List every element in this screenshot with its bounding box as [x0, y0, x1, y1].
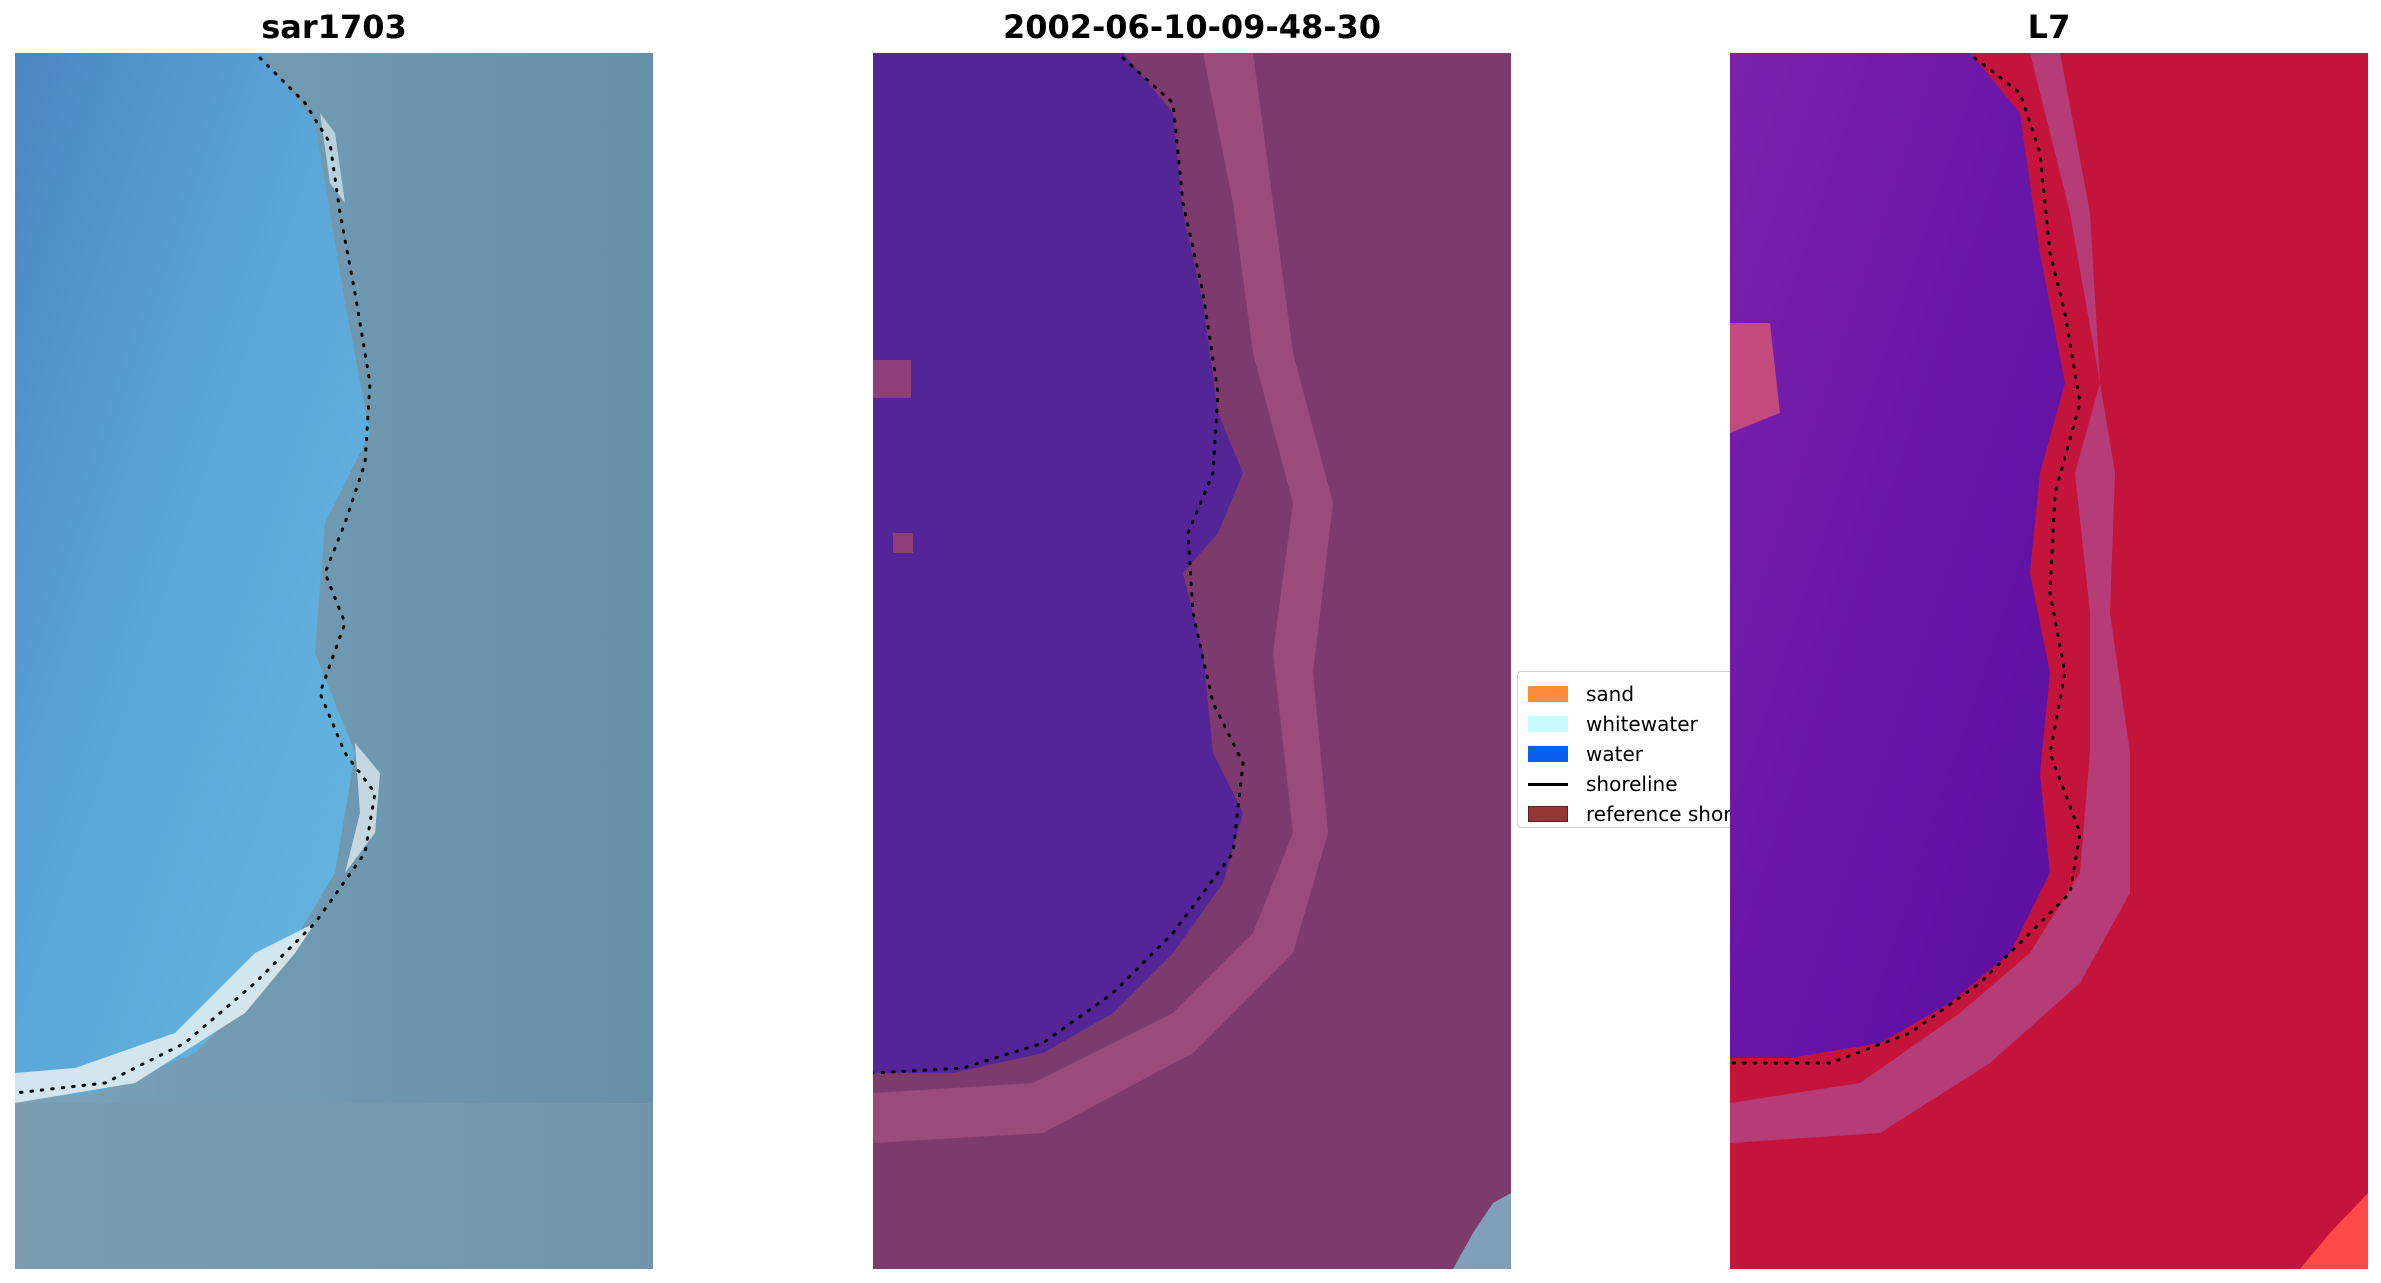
rgb-image-panel	[15, 53, 653, 1269]
mndwi-image-panel	[1730, 53, 2368, 1269]
legend-label-sand: sand	[1586, 682, 1635, 706]
reference-shoreline-swatch	[1528, 806, 1568, 822]
legend-item-shoreline: shoreline	[1528, 770, 1678, 798]
shoreline-swatch	[1528, 782, 1568, 786]
land-speck	[1730, 323, 1780, 433]
water-class	[873, 53, 1243, 1073]
legend-item-water: water	[1528, 740, 1643, 768]
legend-label-shoreline: shoreline	[1586, 772, 1678, 796]
classified-image-panel	[873, 53, 1511, 1269]
shoreline-dots	[873, 56, 1245, 1075]
panel-title-mndwi: L7	[2027, 8, 2071, 46]
water-index	[1730, 53, 2065, 1058]
legend-label-water: water	[1586, 742, 1643, 766]
sand-swatch	[1528, 686, 1568, 702]
legend-label-whitewater: whitewater	[1586, 712, 1698, 736]
legend-item-sand: sand	[1528, 680, 1634, 708]
panel-title-rgb: sar1703	[261, 8, 407, 46]
water-swatch	[1528, 746, 1568, 762]
surf-streak	[345, 743, 380, 873]
nearshore-shade	[15, 1103, 653, 1269]
bottom-right-patch	[2300, 1193, 2368, 1269]
surf-zone	[15, 923, 315, 1103]
panel-title-classified: 2002-06-10-09-48-30	[1002, 8, 1382, 46]
legend-label-reference-shoreline: reference shoreline	[1586, 802, 1730, 826]
water-area	[15, 53, 370, 1098]
legend-item-reference-shoreline: reference shoreline	[1528, 800, 1730, 827]
legend-item-whitewater: whitewater	[1528, 710, 1698, 738]
whitewater-swatch	[1528, 716, 1568, 732]
legend: sand whitewater water shoreline referenc…	[1517, 671, 1730, 828]
land-speck	[873, 360, 911, 398]
bottom-right-water	[1453, 1193, 1511, 1269]
land-speck-2	[893, 533, 913, 553]
